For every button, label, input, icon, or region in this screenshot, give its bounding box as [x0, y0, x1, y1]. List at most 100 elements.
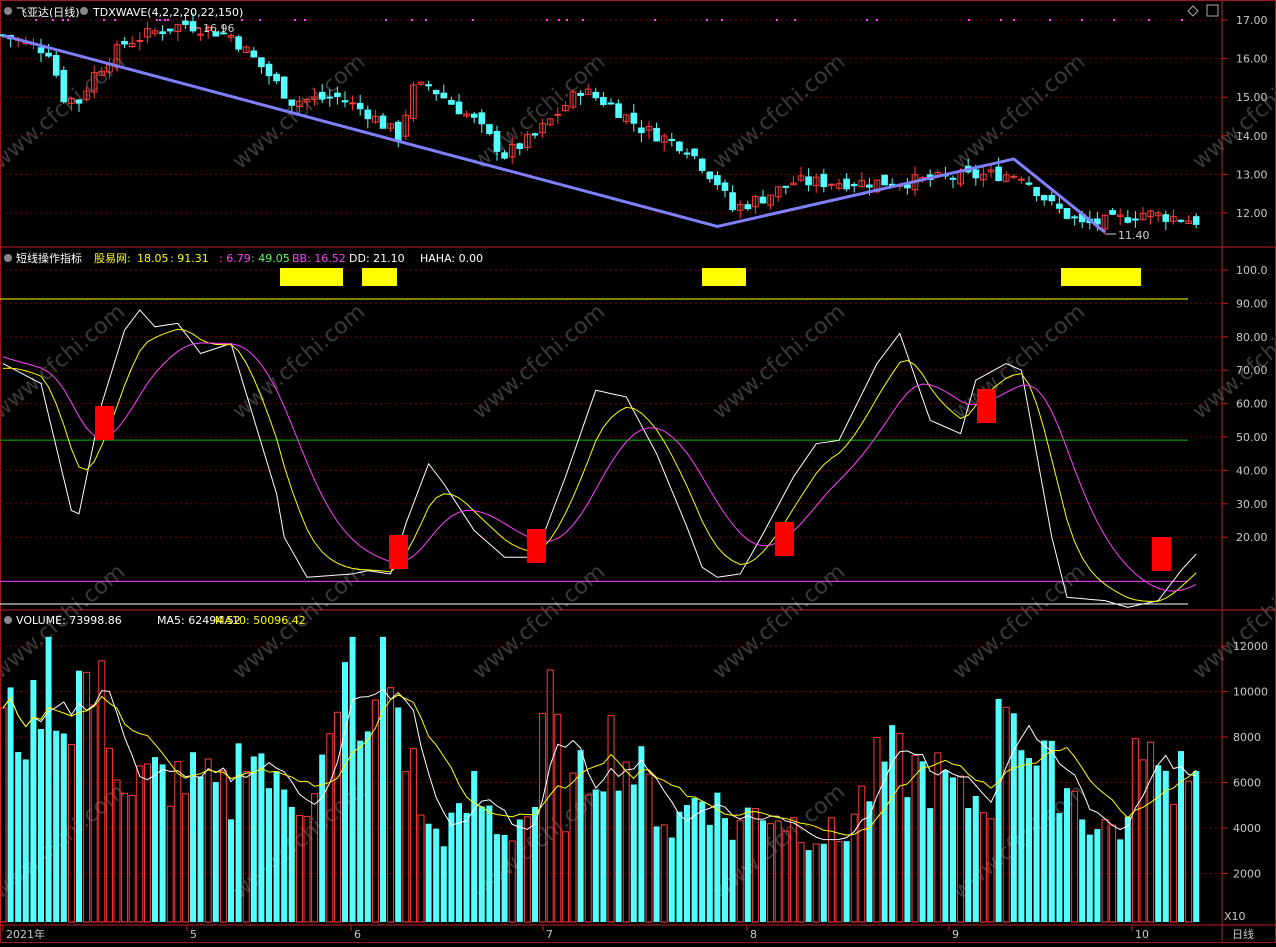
volume-tick-label: 10000: [1233, 686, 1268, 699]
volume-bar-down: [706, 824, 713, 922]
candle-body: [691, 148, 698, 157]
candle-body: [318, 91, 326, 100]
volume-bar-down: [342, 662, 348, 922]
indicator-panel[interactable]: 短线操作指标 股易网: 18.05 : 91.31 : 6.79 : 49.05…: [0, 251, 1197, 608]
volume-bar-down: [722, 818, 728, 922]
candle-body: [90, 72, 98, 93]
candle-body: [706, 171, 714, 180]
candle-body: [394, 121, 402, 141]
window-controls: [1187, 4, 1219, 17]
candle-body: [379, 115, 387, 129]
candle-body: [486, 124, 493, 135]
volume-bar-down: [349, 636, 356, 922]
volume-bar-down: [630, 784, 637, 922]
watermark-text: www.cfchi.com: [708, 559, 850, 684]
candle-body: [1033, 187, 1040, 197]
candle-body: [1040, 195, 1048, 201]
candle-body: [698, 158, 706, 171]
volume-bar-down: [995, 698, 1002, 922]
candle-body: [843, 178, 850, 190]
volume-ma10: MA10: 50096.42: [215, 614, 306, 627]
red-signal-block: [977, 389, 996, 423]
candle-body: [334, 92, 341, 98]
indicator-menu-icon[interactable]: [80, 7, 88, 15]
indicator-v1: 18.05: [137, 252, 169, 265]
volume-tick-label: 8000: [1233, 731, 1261, 744]
volume-bar-down: [463, 812, 470, 922]
volume-bar-down: [266, 788, 272, 922]
volume-bar-down: [501, 834, 508, 922]
volume-bar-down: [1193, 770, 1200, 922]
red-signal-block: [1152, 537, 1171, 571]
indicator-line-magenta: [2, 342, 1197, 592]
diamond-icon[interactable]: [1187, 5, 1199, 17]
volume-bar-down: [615, 790, 622, 922]
volume-bar-up: [219, 770, 227, 923]
signal-dots: [35, 19, 1183, 21]
candle-body: [1116, 214, 1124, 217]
volume-bar-up: [166, 805, 174, 923]
volume-panel[interactable]: VOLUME: 73998.86 MA5: 62494.52 MA10: 500…: [0, 614, 1200, 923]
volume-bar-down: [638, 746, 645, 922]
volume-bar-down: [53, 730, 60, 922]
candle-body: [311, 96, 318, 100]
candle-body: [562, 105, 569, 112]
indicator-tick-label: 30.00: [1236, 498, 1268, 511]
candle-body: [622, 114, 630, 122]
date-tick-label: 10: [1135, 928, 1149, 941]
candle-body: [554, 113, 562, 116]
volume-bar-up: [546, 669, 554, 923]
watermark-text: www.cfchi.com: [1188, 49, 1276, 174]
volume-ma5: MA5: 62494.52: [157, 614, 241, 627]
candle-body: [1010, 175, 1018, 178]
volume-bar-down: [866, 801, 873, 922]
indicator-menu-icon-2[interactable]: [4, 254, 12, 262]
indicator-v2: : 91.31: [170, 252, 209, 265]
collapse-icon[interactable]: [4, 7, 12, 15]
volume-bar-down: [60, 733, 67, 922]
signal-dot: [721, 19, 723, 21]
candle-body: [1154, 212, 1162, 217]
price-axis: 17.00 16.00 15.00 14.00 13.00 12.00: [1222, 14, 1268, 220]
volume-tick-label: 6000: [1233, 777, 1261, 790]
candle-body: [478, 112, 486, 125]
volume-bar-down: [1041, 740, 1048, 922]
candle-body: [136, 39, 144, 42]
candle-body: [600, 96, 607, 106]
candle-body: [128, 42, 136, 48]
indicator-tick-label: 50.00: [1236, 431, 1268, 444]
candle-body: [1109, 210, 1116, 215]
volume-bar-up: [812, 843, 820, 923]
volume-bar-down: [45, 636, 52, 922]
signal-dot: [411, 19, 413, 21]
candle-body: [220, 32, 227, 35]
candle-body: [1056, 203, 1063, 209]
volume-menu-icon[interactable]: [4, 616, 12, 624]
candle-body: [303, 98, 311, 103]
price-panel[interactable]: 飞亚达(日线) TDXWAVE(4,2,2,20,22,150) 16.96 1…: [0, 4, 1219, 242]
volume-bar-up: [782, 830, 790, 923]
volume-bar-down: [676, 811, 683, 922]
volume-bar-up: [1147, 741, 1155, 923]
volume-bar-up: [204, 758, 212, 923]
maximize-icon[interactable]: [1206, 4, 1219, 17]
volume-bar-up: [767, 823, 775, 923]
watermark-text: www.cfchi.com: [1188, 559, 1276, 684]
period-button[interactable]: 日线: [1232, 927, 1254, 941]
indicator-tick-label: 40.00: [1236, 464, 1268, 477]
volume-bar-down: [197, 776, 204, 922]
candle-body: [387, 123, 394, 129]
volume-bar-up: [645, 773, 653, 923]
candle-body: [683, 152, 691, 155]
candle-body: [501, 152, 508, 159]
volume-bar-down: [729, 839, 736, 922]
volume-bar-up: [858, 785, 866, 923]
volume-bar-down: [1064, 788, 1070, 922]
candle-body: [714, 175, 721, 186]
volume-bar-down: [1178, 751, 1184, 922]
volume-bar-down: [889, 725, 896, 922]
candle-body: [995, 166, 1002, 182]
signal-dot: [167, 19, 169, 21]
